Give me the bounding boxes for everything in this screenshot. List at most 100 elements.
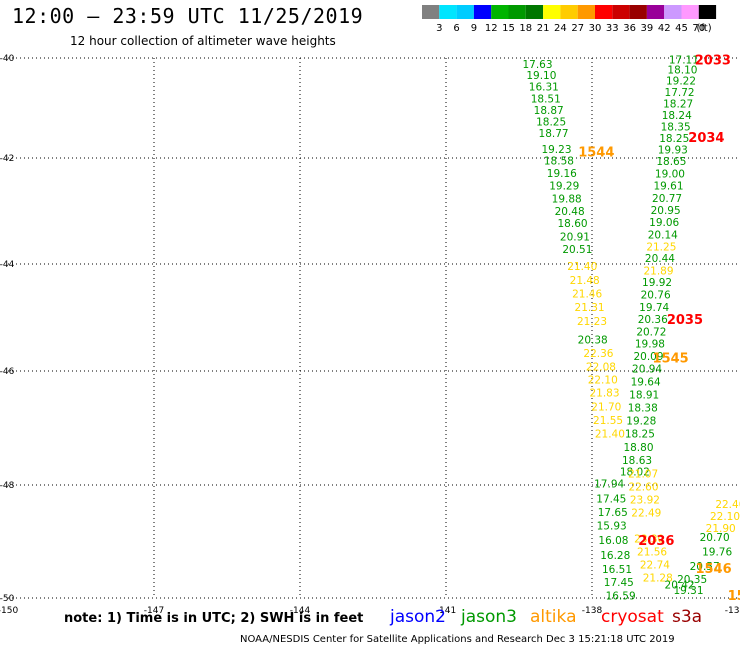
wave-height-value: 22.10 bbox=[710, 511, 740, 523]
scale-swatch bbox=[456, 5, 474, 19]
scale-unit: (ft) bbox=[697, 23, 712, 34]
wave-height-value: 17.45 bbox=[604, 577, 634, 589]
wave-height-value: 17.94 bbox=[594, 478, 624, 490]
wave-height-value: 22.60 bbox=[628, 482, 658, 494]
wave-height-value: 21.25 bbox=[646, 242, 676, 254]
wave-height-value: 20.77 bbox=[652, 193, 682, 205]
wave-height-value: 20.70 bbox=[700, 532, 730, 544]
wave-height-value: 21.40 bbox=[595, 429, 625, 441]
wave-height-value: 19.29 bbox=[549, 181, 579, 193]
wave-height-value: 16.28 bbox=[600, 550, 630, 562]
latitude-label: -46 bbox=[0, 367, 15, 377]
wave-height-value: 20.72 bbox=[636, 326, 666, 338]
latitude-label: -48 bbox=[0, 481, 15, 491]
scale-label: 15 bbox=[502, 23, 515, 34]
wave-height-value: 19.31 bbox=[673, 585, 703, 597]
wave-height-value: 16.59 bbox=[606, 591, 636, 603]
satellite-altika: altika bbox=[530, 607, 577, 627]
scale-swatch bbox=[646, 5, 665, 19]
scale-label: 42 bbox=[658, 23, 671, 34]
wave-height-value: 19.22 bbox=[666, 76, 696, 88]
latitude-label: -44 bbox=[0, 260, 15, 270]
wave-height-value: 15.93 bbox=[597, 521, 627, 533]
wave-height-value: 20.57 bbox=[690, 561, 720, 573]
wave-height-value: 18.24 bbox=[662, 110, 692, 122]
satellite-jason2: jason2 bbox=[390, 607, 446, 627]
wave-height-value: 20.94 bbox=[632, 363, 662, 375]
wave-height-value: 20.36 bbox=[638, 314, 668, 326]
wave-height-value: 19.16 bbox=[547, 168, 577, 180]
longitude-label: -141 bbox=[436, 606, 456, 616]
scale-swatch bbox=[491, 5, 509, 19]
longitude-label: -147 bbox=[144, 606, 164, 616]
longitude-label: -134 bbox=[725, 606, 740, 616]
wave-height-value: 22.10 bbox=[588, 375, 618, 387]
scale-label: 45 bbox=[675, 23, 688, 34]
wave-height-value: 23.92 bbox=[630, 495, 660, 507]
wave-height-value: 22.08 bbox=[586, 362, 616, 374]
wave-height-value: 16.08 bbox=[598, 535, 628, 547]
scale-label: 12 bbox=[485, 23, 498, 34]
wave-height-value: 22.36 bbox=[583, 348, 613, 360]
latitude-label: -42 bbox=[0, 154, 14, 164]
wave-height-value: 20.51 bbox=[562, 244, 592, 256]
pass-time-label: 2033 bbox=[695, 54, 731, 69]
wave-height-value: 18.77 bbox=[539, 128, 569, 140]
wave-height-value: 20.09 bbox=[633, 351, 663, 363]
pass-time-label: 1544 bbox=[578, 146, 614, 161]
footer-credit: NOAA/NESDIS Center for Satellite Applica… bbox=[240, 634, 675, 645]
wave-height-value: 20.35 bbox=[677, 574, 707, 586]
wave-height-value: 21.55 bbox=[593, 415, 623, 427]
wave-height-value: 21.28 bbox=[643, 573, 673, 585]
wave-height-value: 19.76 bbox=[702, 547, 732, 559]
scale-label: 27 bbox=[571, 23, 584, 34]
wave-height-value: 21.70 bbox=[591, 401, 621, 413]
wave-height-value: 19.88 bbox=[552, 193, 582, 205]
wave-height-value: 21.83 bbox=[589, 388, 619, 400]
note-text: note: 1) Time is in UTC; 2) SWH is in fe… bbox=[64, 611, 364, 626]
wave-height-value: 18.10 bbox=[667, 65, 697, 77]
wave-height-value: 18.87 bbox=[534, 105, 564, 117]
wave-height-value: 17.65 bbox=[598, 507, 628, 519]
wave-height-value: 21.48 bbox=[570, 275, 600, 287]
scale-swatch bbox=[560, 5, 578, 19]
scale-label: 6 bbox=[453, 23, 459, 34]
scale-swatch bbox=[595, 5, 613, 19]
scale-swatch bbox=[525, 5, 544, 19]
wave-height-value: 18.35 bbox=[661, 122, 691, 134]
wave-height-value: 19.98 bbox=[635, 339, 665, 351]
scale-swatch bbox=[508, 5, 526, 19]
satellite-cryosat: cryosat bbox=[601, 607, 664, 627]
wave-height-value: 20.95 bbox=[651, 205, 681, 217]
scale-swatch bbox=[664, 5, 682, 19]
wave-height-value: 21.46 bbox=[572, 288, 602, 300]
wave-height-value: 21.90 bbox=[706, 523, 736, 535]
wave-height-value: 22.74 bbox=[640, 560, 670, 572]
scale-swatch bbox=[577, 5, 595, 19]
scale-swatch bbox=[629, 5, 647, 19]
scale-swatch bbox=[681, 5, 699, 19]
wave-height-value: 19.06 bbox=[649, 217, 679, 229]
longitude-label: -138 bbox=[582, 606, 603, 616]
wave-height-value: 20.91 bbox=[560, 231, 590, 243]
scale-label: 24 bbox=[554, 23, 567, 34]
wave-height-value: 20.48 bbox=[555, 206, 585, 218]
wave-height-value: 20.42 bbox=[665, 579, 695, 591]
pass-time-label: 2034 bbox=[688, 131, 724, 146]
wave-height-value: 21.23 bbox=[577, 316, 607, 328]
scale-label: 18 bbox=[519, 23, 532, 34]
wave-height-value: 18.80 bbox=[623, 442, 653, 454]
wave-height-value: 21.07 bbox=[628, 469, 658, 481]
color-scale-legend: 3 6 9 12 15 18 21 24 27 30 33 36 39 42 45 70(ft) bbox=[422, 5, 717, 34]
wave-height-value: 18.25 bbox=[536, 117, 566, 129]
scale-swatch bbox=[698, 5, 717, 19]
page-title: 12:00 – 23:59 UTC 11/25/2019 bbox=[12, 4, 364, 28]
page-subtitle: 12 hour collection of altimeter wave hei… bbox=[70, 34, 336, 48]
wave-height-value: 18.60 bbox=[558, 218, 588, 230]
scale-label: 36 bbox=[623, 23, 636, 34]
wave-height-value: 21.40 bbox=[567, 261, 597, 273]
wave-height-value: 18.25 bbox=[625, 429, 655, 441]
satellite-jason3: jason3 bbox=[461, 607, 517, 627]
wave-height-value: 19.10 bbox=[526, 70, 556, 82]
